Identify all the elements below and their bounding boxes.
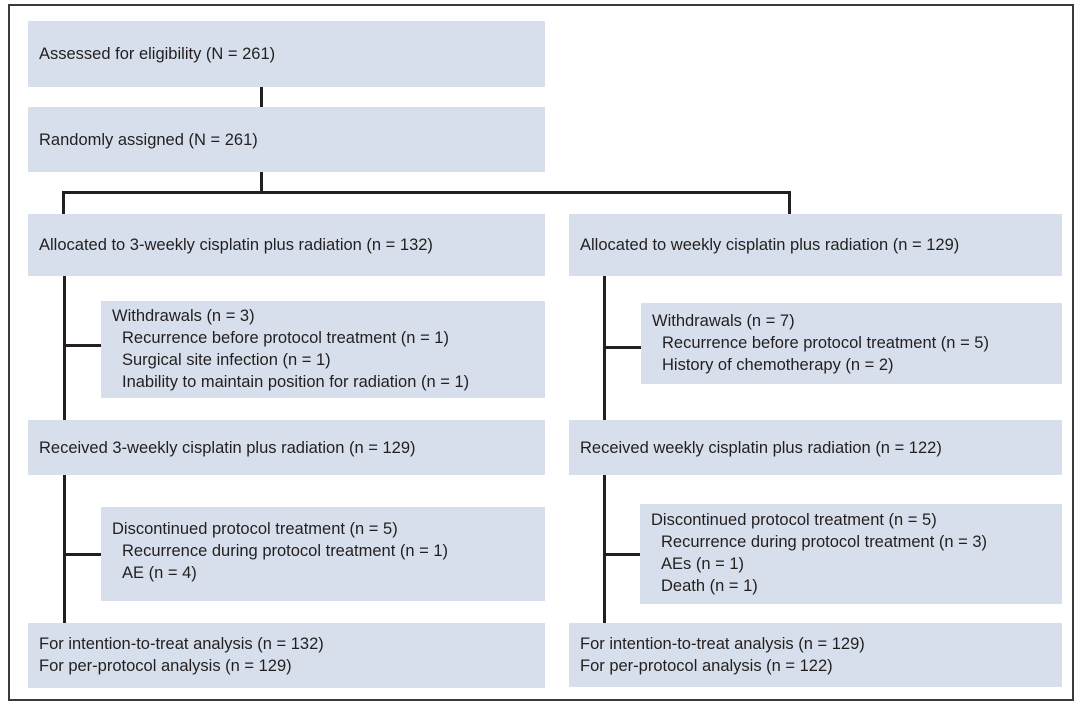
withdrawals-weekly-reason: History of chemotherapy (n = 2) — [662, 356, 894, 374]
analysis-3weekly-pp: For per-protocol analysis (n = 129) — [39, 657, 292, 675]
diagram-outer-border — [8, 4, 1074, 701]
box-received-weekly-text: Received weekly cisplatin plus radiation… — [580, 438, 942, 457]
box-randomized-text: Randomly assigned (N = 261) — [39, 130, 258, 149]
discontinued-3weekly-reason: AE (n = 4) — [122, 564, 197, 582]
box-received-weekly: Received weekly cisplatin plus radiation… — [569, 420, 1062, 475]
connector-assessed-to-randomized — [260, 87, 263, 108]
connector-left-received-to-analysis — [63, 475, 66, 624]
withdrawals-weekly-reason: Recurrence before protocol treatment (n … — [662, 334, 989, 352]
connector-left-allocated-to-received — [63, 276, 66, 421]
box-allocated-weekly: Allocated to weekly cisplatin plus radia… — [569, 214, 1062, 276]
box-discontinued-weekly: Discontinued protocol treatment (n = 5) … — [640, 504, 1062, 604]
connector-right-withdrawals-stub — [603, 346, 643, 349]
box-assessed-text: Assessed for eligibility (N = 261) — [39, 45, 276, 63]
discontinued-weekly-reason: Recurrence during protocol treatment (n … — [661, 533, 988, 551]
withdrawals-weekly-title: Withdrawals (n = 7) — [652, 312, 795, 330]
discontinued-3weekly-title: Discontinued protocol treatment (n = 5) — [112, 520, 398, 538]
connector-branch-drop-left — [62, 191, 65, 215]
box-analysis-weekly: For intention-to-treat analysis (n = 129… — [569, 623, 1062, 687]
box-received-3weekly-text: Received 3-weekly cisplatin plus radiati… — [39, 438, 416, 457]
connector-left-discontinued-stub — [63, 553, 103, 556]
connector-left-withdrawals-stub — [63, 344, 103, 347]
discontinued-weekly-title: Discontinued protocol treatment (n = 5) — [651, 511, 937, 529]
box-allocated-weekly-text: Allocated to weekly cisplatin plus radia… — [580, 236, 960, 254]
box-randomized: Randomly assigned (N = 261) — [28, 107, 545, 172]
analysis-weekly-pp: For per-protocol analysis (n = 122) — [580, 657, 833, 675]
box-withdrawals-3weekly: Withdrawals (n = 3) Recurrence before pr… — [101, 301, 545, 398]
withdrawals-3weekly-reason: Inability to maintain position for radia… — [122, 373, 470, 391]
box-allocated-3weekly-text: Allocated to 3-weekly cisplatin plus rad… — [39, 236, 433, 254]
box-discontinued-3weekly: Discontinued protocol treatment (n = 5) … — [101, 507, 545, 601]
discontinued-weekly-reason: AEs (n = 1) — [661, 555, 744, 573]
discontinued-weekly-reason: Death (n = 1) — [661, 577, 758, 595]
connector-branch-horizontal — [62, 191, 791, 194]
analysis-weekly-itt: For intention-to-treat analysis (n = 129… — [580, 635, 865, 653]
withdrawals-3weekly-reason: Surgical site infection (n = 1) — [122, 351, 331, 369]
box-allocated-3weekly: Allocated to 3-weekly cisplatin plus rad… — [28, 214, 545, 276]
box-received-3weekly: Received 3-weekly cisplatin plus radiati… — [28, 420, 545, 475]
box-withdrawals-weekly: Withdrawals (n = 7) Recurrence before pr… — [641, 303, 1062, 384]
withdrawals-3weekly-reason: Recurrence before protocol treatment (n … — [122, 329, 449, 347]
connector-branch-drop-right — [788, 191, 791, 215]
connector-right-received-to-analysis — [603, 475, 606, 624]
box-assessed: Assessed for eligibility (N = 261) — [28, 21, 545, 87]
withdrawals-3weekly-title: Withdrawals (n = 3) — [112, 307, 255, 325]
box-analysis-3weekly: For intention-to-treat analysis (n = 132… — [28, 623, 545, 688]
connector-randomized-stem — [260, 171, 263, 192]
analysis-3weekly-itt: For intention-to-treat analysis (n = 132… — [39, 635, 324, 653]
connector-right-discontinued-stub — [603, 553, 642, 556]
discontinued-3weekly-reason: Recurrence during protocol treatment (n … — [122, 542, 449, 560]
